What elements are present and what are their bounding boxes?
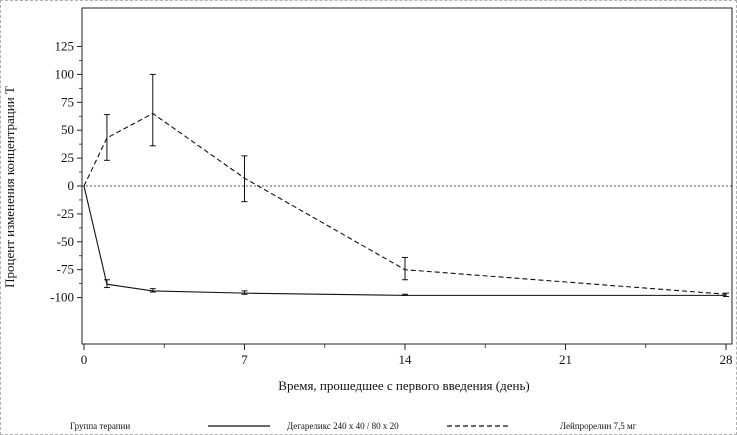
- x-tick-label: 21: [559, 352, 572, 367]
- x-tick-label: 0: [81, 352, 88, 367]
- x-axis-label: Время, прошедшее с первого введения (ден…: [278, 378, 529, 393]
- x-tick-label: 7: [241, 352, 248, 367]
- y-tick-label: 125: [55, 39, 75, 54]
- legend-title: Группа терапии: [70, 421, 130, 431]
- y-tick-label: 0: [68, 178, 75, 193]
- legend: Группа терапии Дегареликс 240 х 40 / 80 …: [70, 421, 637, 431]
- y-tick-label: -100: [50, 290, 74, 305]
- y-tick-label: 100: [55, 66, 75, 81]
- y-tick-label: 75: [61, 94, 74, 109]
- y-tick-label: 25: [61, 150, 74, 165]
- y-tick-label: -25: [57, 206, 74, 221]
- series-line-degarelix: [83, 185, 726, 296]
- series-line-leuprorelin: [83, 112, 727, 295]
- y-tick-label: -75: [57, 262, 74, 277]
- y-tick-label: 50: [61, 122, 74, 137]
- x-tick-label: 14: [399, 352, 413, 367]
- legend-label-degarelix: Дегареликс 240 х 40 / 80 х 20: [287, 421, 399, 431]
- legend-label-leuprorelin: Лейпрорелин 7,5 мг: [560, 421, 637, 431]
- y-tick-label: -50: [57, 234, 74, 249]
- x-tick-label: 28: [720, 352, 733, 367]
- y-axis-label: Процент изменения концентрации Т: [2, 86, 17, 288]
- plot-area-border: [81, 7, 733, 345]
